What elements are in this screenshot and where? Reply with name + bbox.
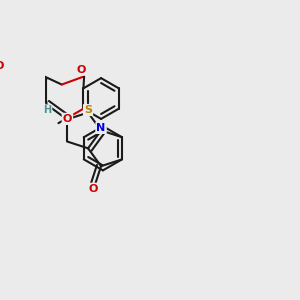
Text: O: O [76,64,86,75]
Text: N: N [96,123,106,133]
Text: O: O [89,184,98,194]
Text: O: O [63,114,72,124]
Text: S: S [84,105,92,115]
Text: O: O [0,61,4,71]
Text: H: H [43,105,51,116]
